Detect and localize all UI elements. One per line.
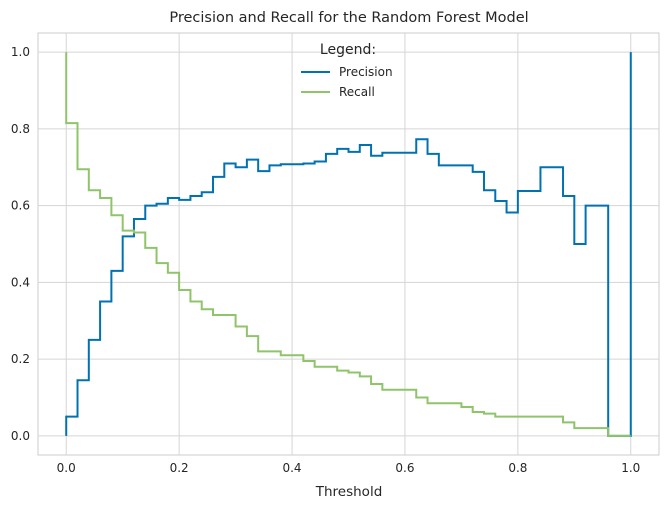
x-tick-label: 0.4 bbox=[282, 461, 301, 475]
tick-labels: 0.0 0.2 0.4 0.6 0.8 1.0 0.0 0.2 0.4 0.6 0.8 1.0 bbox=[11, 45, 640, 475]
x-axis-label: Threshold bbox=[315, 484, 383, 500]
legend-title: Legend: bbox=[320, 42, 376, 58]
y-tick-label: 0.6 bbox=[11, 199, 30, 213]
x-tick-label: 0.6 bbox=[395, 461, 414, 475]
chart-title: Precision and Recall for the Random Fore… bbox=[169, 10, 528, 26]
x-tick-label: 0.0 bbox=[57, 461, 76, 475]
y-tick-label: 0.2 bbox=[11, 352, 30, 366]
legend-recall-label: Recall bbox=[339, 85, 375, 99]
x-tick-label: 0.8 bbox=[508, 461, 527, 475]
x-tick-label: 0.2 bbox=[170, 461, 189, 475]
y-tick-label: 0.0 bbox=[11, 429, 30, 443]
y-tick-label: 1.0 bbox=[11, 45, 30, 59]
series-line-recall bbox=[65, 52, 631, 437]
series-layer bbox=[65, 52, 632, 437]
x-tick-label: 1.0 bbox=[621, 461, 640, 475]
plot-area bbox=[37, 32, 660, 456]
y-tick-label: 0.4 bbox=[11, 275, 30, 289]
y-tick-label: 0.8 bbox=[11, 122, 30, 136]
legend: Legend: Precision Recall bbox=[301, 42, 393, 99]
series-line-precision bbox=[65, 52, 632, 437]
legend-precision-label: Precision bbox=[339, 65, 393, 79]
